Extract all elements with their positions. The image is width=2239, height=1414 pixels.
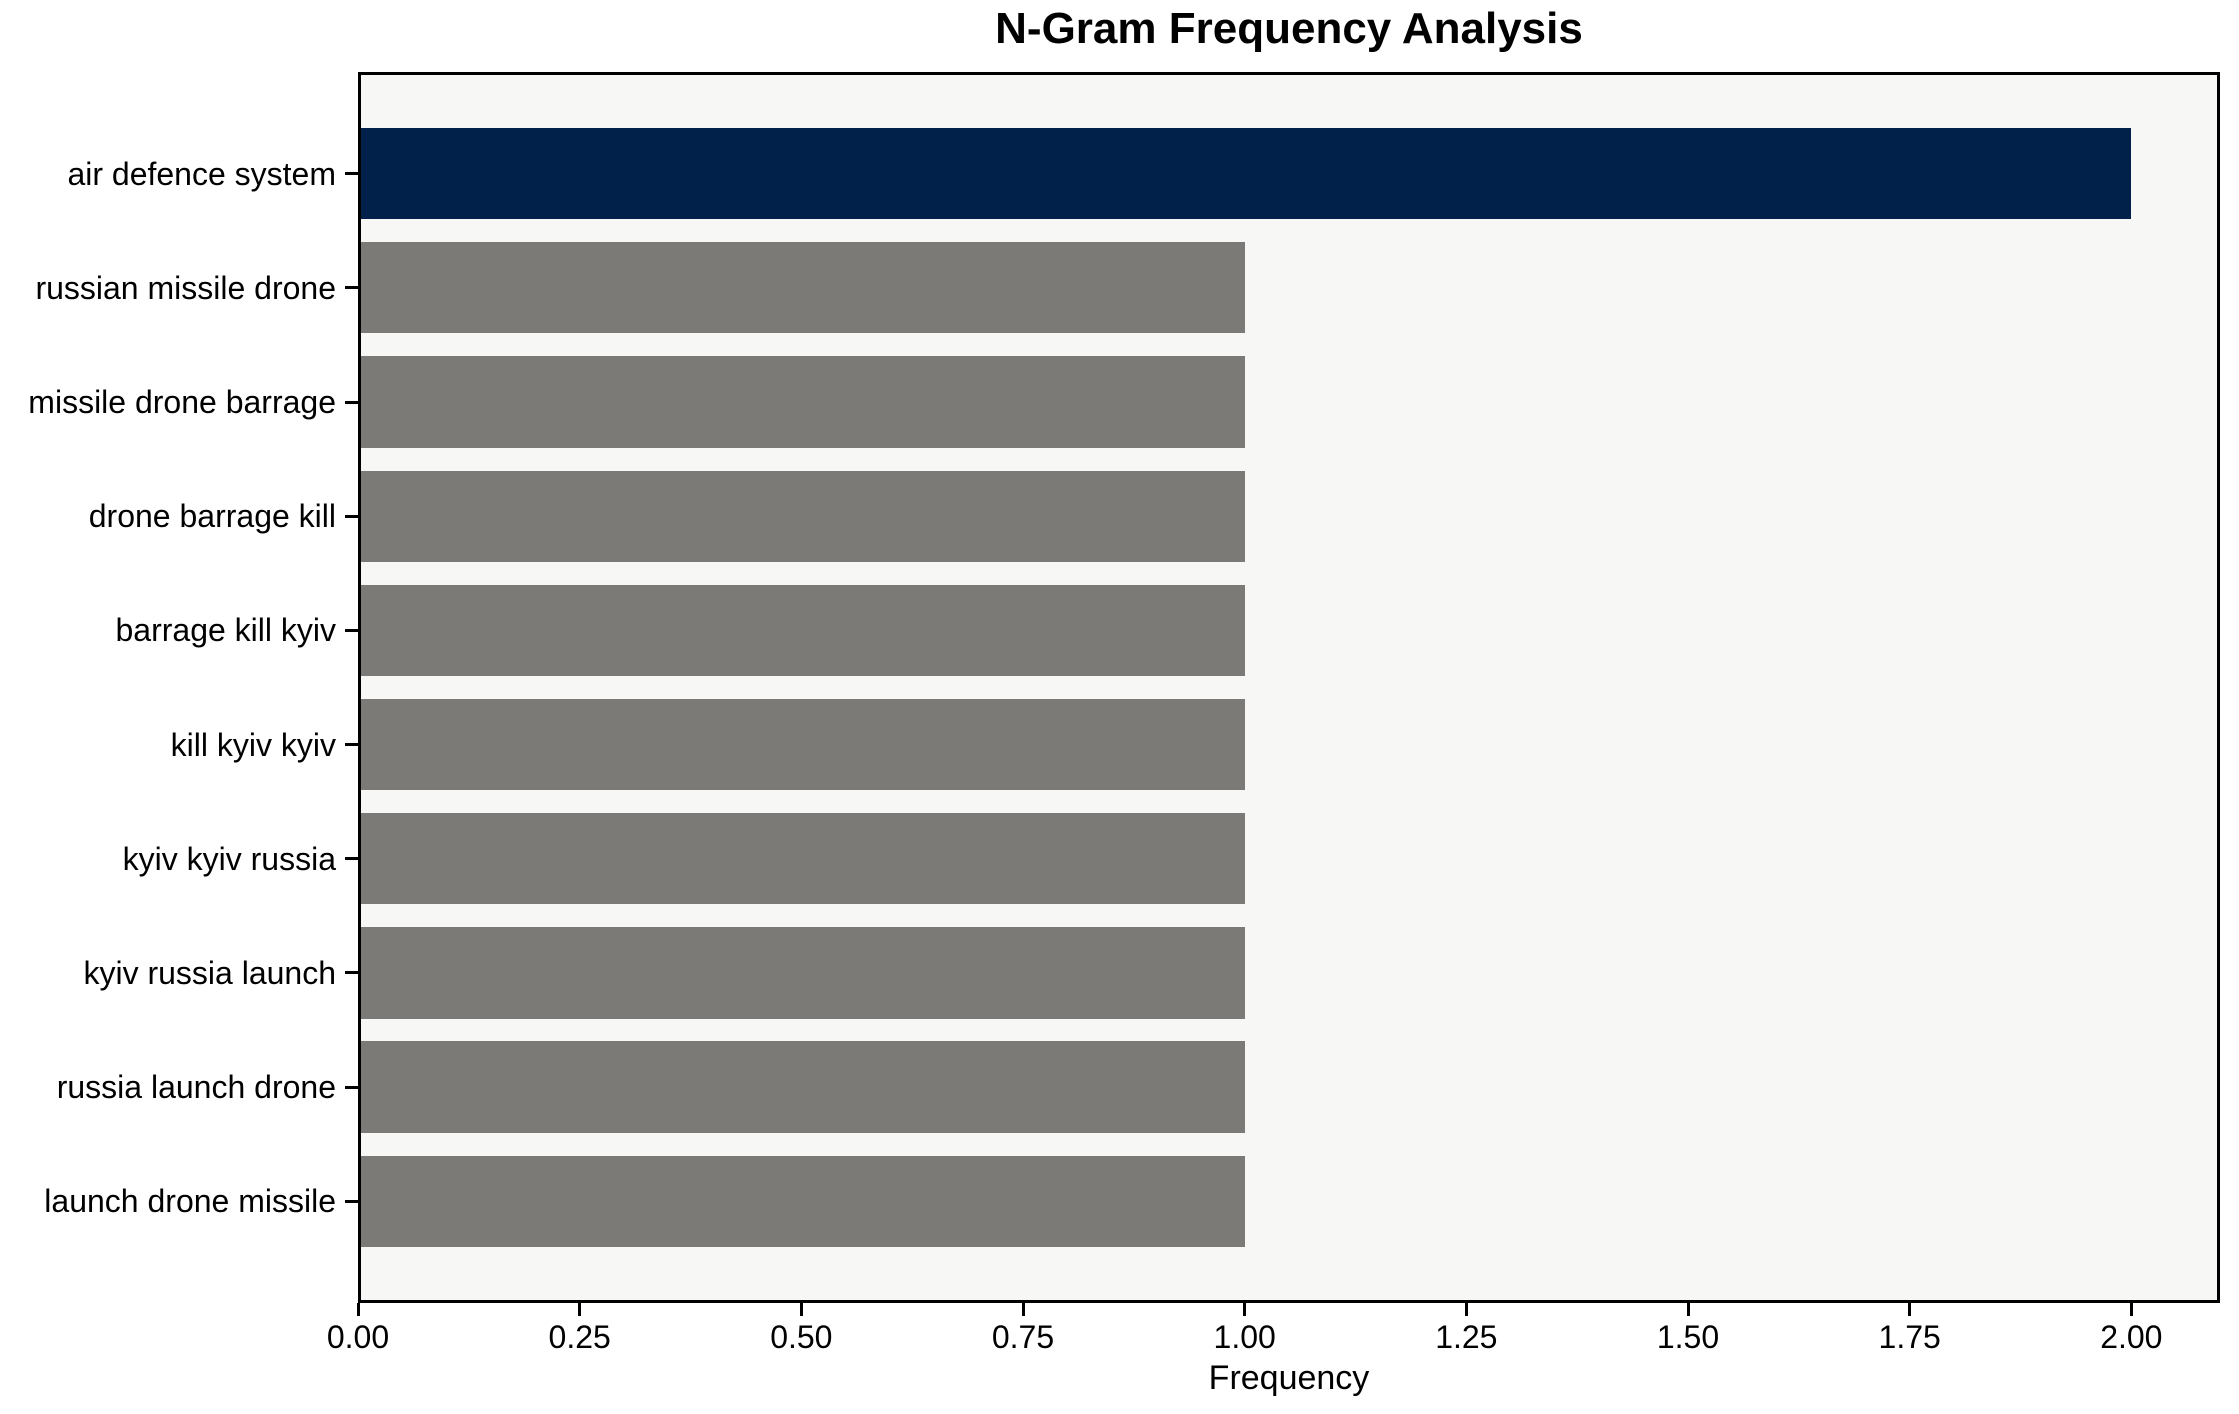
y-tick-mark xyxy=(345,857,358,861)
x-tick-label: 0.00 xyxy=(326,1319,390,1355)
x-tick-label: 2.00 xyxy=(2100,1319,2163,1355)
y-tick-label: drone barrage kill xyxy=(88,498,336,535)
chart-title: N-Gram Frequency Analysis xyxy=(995,4,1583,53)
bar-kyiv-russia-launch xyxy=(358,927,1245,1019)
x-tick-mark xyxy=(1243,1303,1247,1316)
x-tick-mark xyxy=(1021,1303,1025,1316)
bar-kyiv-kyiv-russia xyxy=(358,813,1245,905)
x-tick-label: 1.50 xyxy=(1656,1319,1720,1355)
x-tick-mark xyxy=(1686,1303,1690,1316)
x-axis-label: Frequency xyxy=(1208,1359,1370,1397)
bar-russian-missile-drone xyxy=(358,242,1245,334)
bar-barrage-kill-kyiv xyxy=(358,584,1245,677)
x-tick-label: 0.50 xyxy=(770,1319,833,1355)
y-tick-mark xyxy=(345,971,358,975)
y-tick-mark xyxy=(345,1085,358,1089)
y-tick-label: barrage kill kyiv xyxy=(115,612,336,649)
x-tick-mark xyxy=(1908,1303,1912,1316)
y-tick-mark xyxy=(345,628,358,632)
x-tick-label: 0.75 xyxy=(991,1319,1055,1355)
x-tick-label: 1.25 xyxy=(1435,1319,1498,1355)
y-tick-mark xyxy=(345,514,358,518)
x-tick-mark xyxy=(799,1303,803,1316)
x-tick-mark xyxy=(356,1303,360,1316)
bar-air-defence-system xyxy=(358,127,2132,220)
x-tick-label: 0.25 xyxy=(548,1319,611,1355)
bar-drone-barrage-kill xyxy=(358,470,1245,562)
x-tick-mark xyxy=(1464,1303,1468,1316)
x-tick-label: 1.75 xyxy=(1878,1319,1941,1355)
bar-kill-kyiv-kyiv xyxy=(358,698,1245,791)
y-tick-label: russian missile drone xyxy=(35,269,336,306)
x-tick-mark xyxy=(2129,1303,2133,1316)
bar-russia-launch-drone xyxy=(358,1041,1245,1133)
y-tick-mark xyxy=(345,172,358,176)
y-tick-label: kill kyiv kyiv xyxy=(170,726,336,763)
y-tick-label: air defence system xyxy=(67,155,336,192)
y-tick-label: missile drone barrage xyxy=(28,384,336,421)
x-tick-label: 1.00 xyxy=(1213,1319,1276,1355)
y-tick-label: kyiv kyiv russia xyxy=(122,840,336,877)
bar-missile-drone-barrage xyxy=(358,356,1245,448)
bar-launch-drone-missile xyxy=(358,1155,1245,1248)
x-tick-mark xyxy=(578,1303,582,1316)
y-tick-mark xyxy=(345,400,358,404)
y-tick-mark xyxy=(345,286,358,290)
y-tick-mark xyxy=(345,1199,358,1203)
y-tick-label: launch drone missile xyxy=(44,1183,336,1220)
y-tick-label: russia launch drone xyxy=(56,1069,336,1106)
y-tick-label: kyiv russia launch xyxy=(83,954,336,991)
y-tick-mark xyxy=(345,743,358,747)
